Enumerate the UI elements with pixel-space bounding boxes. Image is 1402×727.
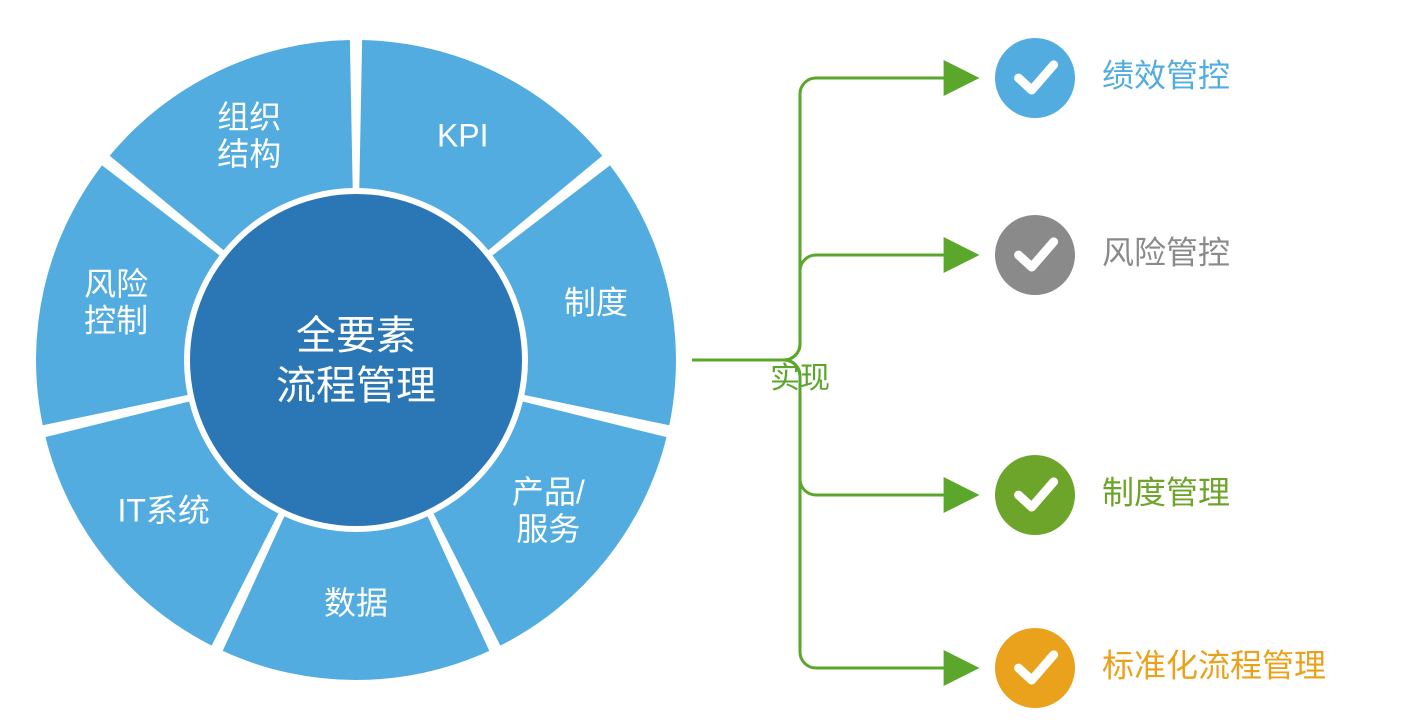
outcome-item: 标准化流程管理 <box>995 628 1326 708</box>
connector-branch <box>692 78 976 360</box>
check-circle <box>995 38 1075 118</box>
wheel-segment-label: KPI <box>437 118 489 154</box>
wheel-segment-label: 风险控制 <box>84 266 148 339</box>
wheel-segment-label: 制度 <box>564 285 628 321</box>
outcome-item: 风险管控 <box>995 215 1230 295</box>
outcome-label: 标准化流程管理 <box>1102 647 1326 683</box>
wheel-segment-label: 产品/服务 <box>512 474 585 547</box>
connector <box>692 78 976 668</box>
connector-branch <box>692 360 976 495</box>
outcome-label: 绩效管控 <box>1102 57 1230 93</box>
outcome-label: 制度管理 <box>1102 474 1230 510</box>
wheel-segment-label: 组织结构 <box>217 99 281 172</box>
check-circle <box>995 628 1075 708</box>
outcome-label: 风险管控 <box>1102 234 1230 270</box>
connector-branch <box>692 360 976 668</box>
check-circle <box>995 455 1075 535</box>
outcome-item: 绩效管控 <box>995 38 1230 118</box>
check-circle <box>995 215 1075 295</box>
outcome-item: 制度管理 <box>995 455 1230 535</box>
wheel-segment-label: 数据 <box>324 585 388 621</box>
connector-branch <box>692 255 976 360</box>
wheel-segment-label: IT系统 <box>117 493 209 529</box>
wheel-center <box>190 194 522 526</box>
connector-label: 实现 <box>770 362 830 395</box>
